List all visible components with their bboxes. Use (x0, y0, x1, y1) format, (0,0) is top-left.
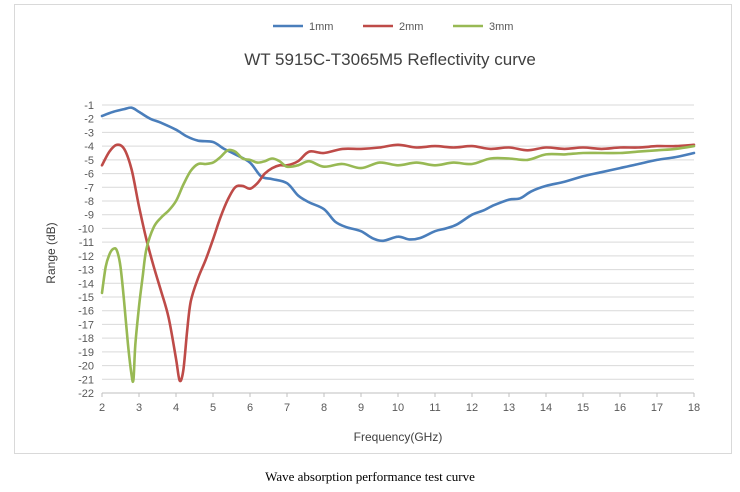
x-tick-label: 11 (429, 402, 440, 414)
y-tick-label: -13 (78, 265, 94, 277)
y-tick-label: -18 (78, 333, 94, 345)
y-tick-label: -10 (78, 223, 94, 235)
y-tick-label: -16 (78, 306, 94, 318)
y-tick-label: -7 (84, 182, 94, 194)
x-tick-label: 5 (210, 402, 216, 414)
series-line-3mm (100, 144, 696, 384)
figure-caption: Wave absorption performance test curve (265, 469, 475, 484)
chart-frame: WT 5915C-T3065M5 Reflectivity curve -1 -2… (14, 4, 732, 454)
chart-title: WT 5915C-T3065M5 Reflectivity curve (244, 50, 536, 69)
x-tick-label: 2 (99, 402, 105, 414)
x-tick-label: 3 (136, 402, 142, 414)
x-tick-label: 8 (321, 402, 327, 414)
x-tick-label: 18 (688, 402, 700, 414)
y-tick-label: -22 (78, 388, 94, 400)
x-tick-label: 6 (247, 402, 253, 414)
y-tick-label: -19 (78, 347, 94, 359)
y-tick-label: -3 (84, 127, 94, 139)
y-tick-label: -2 (84, 114, 94, 126)
x-tick-label: 14 (540, 402, 552, 414)
x-tick-label: 15 (577, 402, 589, 414)
x-tick-label: 13 (503, 402, 515, 414)
x-tick-label: 4 (173, 402, 179, 414)
reflectivity-chart: WT 5915C-T3065M5 Reflectivity curve -1 -2… (44, 21, 700, 444)
y-tick-label: -5 (84, 155, 94, 167)
y-tick-label: -21 (78, 374, 94, 386)
x-tick-label: 9 (358, 402, 364, 414)
y-tick-label: -11 (79, 237, 94, 249)
y-tick-label: -14 (78, 278, 94, 290)
x-axis-label: Frequency(GHz) (354, 430, 443, 444)
legend-label-2mm: 2mm (399, 21, 423, 33)
x-tick-label: 16 (614, 402, 626, 414)
legend-label-1mm: 1mm (309, 21, 333, 33)
series-lines (100, 106, 696, 384)
y-tick-label: -1 (84, 100, 94, 112)
y-tick-label: -17 (78, 319, 94, 331)
y-tick-label: -4 (84, 141, 94, 153)
y-axis-label: Range (dB) (44, 222, 58, 283)
x-tick-label: 17 (651, 402, 663, 414)
y-tick-label: -6 (84, 169, 94, 181)
x-tick-label: 7 (284, 402, 290, 414)
series-line-1mm (100, 106, 696, 243)
y-tick-label: -12 (78, 251, 94, 263)
x-tick-label: 12 (466, 402, 478, 414)
x-tick-label: 10 (392, 402, 404, 414)
y-tick-label: -8 (84, 196, 94, 208)
legend-label-3mm: 3mm (489, 21, 513, 33)
legend: 1mm 2mm 3mm (273, 21, 513, 33)
y-tick-label: -20 (78, 361, 94, 373)
series-line-2mm (100, 143, 696, 383)
y-tick-label: -9 (84, 210, 94, 222)
y-tick-label: -15 (78, 292, 94, 304)
axes: -1-2-3-4-5-6-7-8-9-10-11-12-13-14-15-16-… (78, 100, 700, 414)
